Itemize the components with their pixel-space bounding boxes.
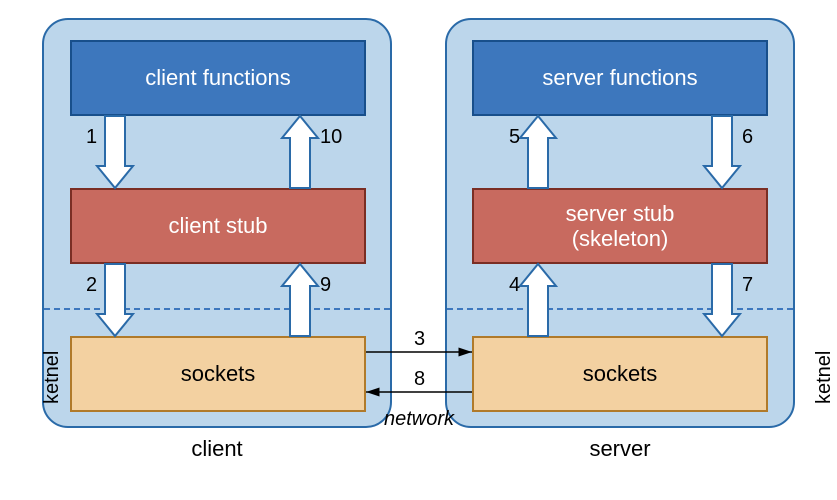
server-stub-box: server stub (skeleton) xyxy=(472,188,768,264)
arrow-5-label: 5 xyxy=(509,126,520,149)
client-sockets-box: sockets xyxy=(70,336,366,412)
arrow-6-label: 6 xyxy=(742,126,753,149)
arrow-10-label: 10 xyxy=(320,126,342,149)
client-functions-box: client functions xyxy=(70,40,366,116)
arrow-3-label: 3 xyxy=(414,328,425,351)
arrow-8-label: 8 xyxy=(414,368,425,391)
server-functions-label: server functions xyxy=(542,65,697,90)
server-sockets-label: sockets xyxy=(583,361,658,386)
network-label: network xyxy=(366,408,472,431)
client-kernel-label: ketnel xyxy=(41,351,64,404)
server-kernel-label: ketnel xyxy=(813,351,836,404)
client-kernel-boundary xyxy=(44,308,390,310)
server-stub-label: server stub (skeleton) xyxy=(566,201,675,252)
arrow-9-label: 9 xyxy=(320,274,331,297)
arrow-7-label: 7 xyxy=(742,274,753,297)
client-sockets-label: sockets xyxy=(181,361,256,386)
arrow-4-label: 4 xyxy=(509,274,520,297)
server-caption: server xyxy=(445,436,795,462)
server-functions-box: server functions xyxy=(472,40,768,116)
server-kernel-boundary xyxy=(447,308,793,310)
client-functions-label: client functions xyxy=(145,65,291,90)
arrow-2-label: 2 xyxy=(86,274,97,297)
client-stub-label: client stub xyxy=(168,213,267,238)
arrow-1-label: 1 xyxy=(86,126,97,149)
client-stub-box: client stub xyxy=(70,188,366,264)
server-sockets-box: sockets xyxy=(472,336,768,412)
client-caption: client xyxy=(42,436,392,462)
diagram-root: client functions client stub sockets ser… xyxy=(0,0,837,500)
